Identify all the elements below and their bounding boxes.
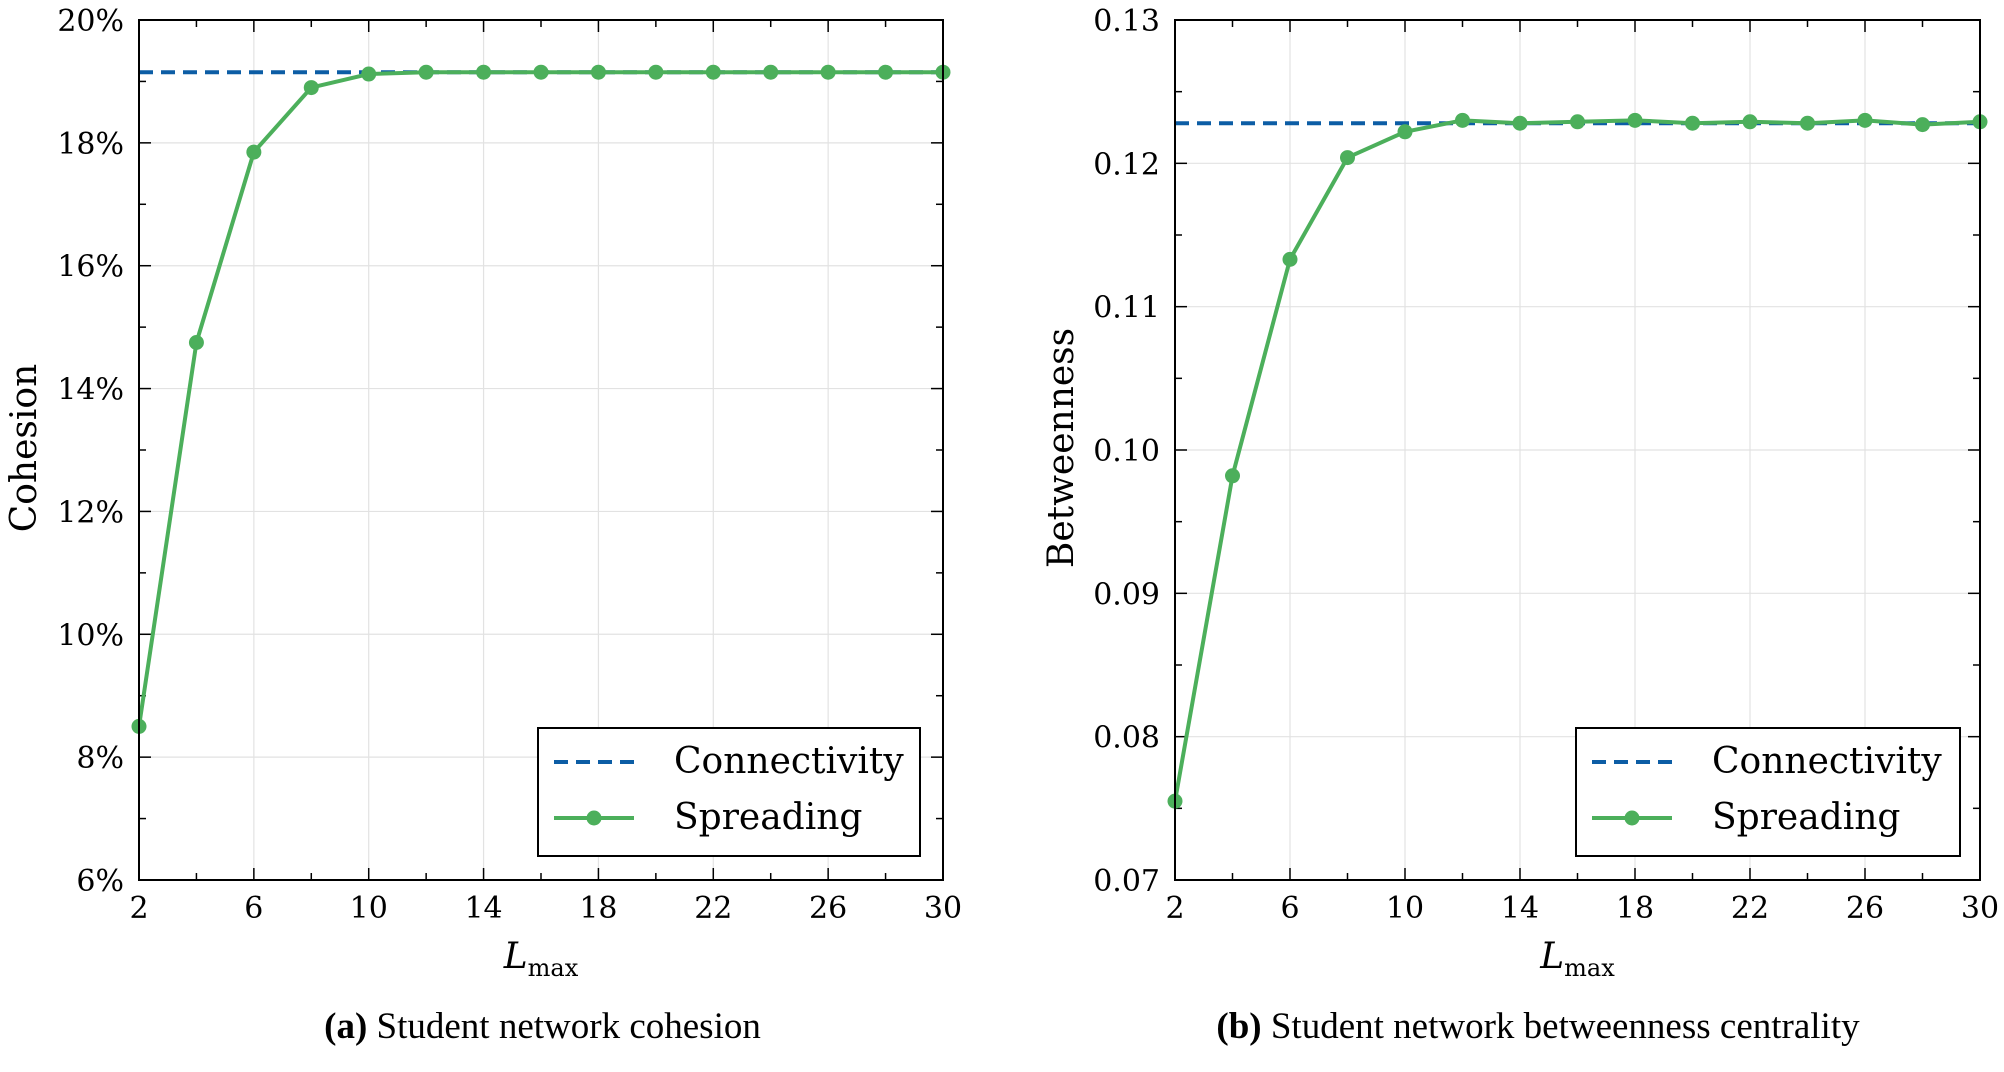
legend-label-connectivity: Connectivity: [674, 741, 904, 782]
x-tick-label: 6: [244, 891, 263, 926]
y-tick-label: 6%: [76, 864, 124, 899]
series-point-spreading: [1742, 114, 1758, 130]
x-tick-label: 14: [464, 891, 502, 926]
caption-a: (a) Student network cohesion: [140, 1005, 945, 1048]
y-tick-label: 0.08: [1093, 721, 1160, 756]
legend: Connectivity Spreading: [1575, 727, 1961, 857]
caption-b-text: Student network betweenness centrality: [1270, 1006, 1860, 1047]
x-axis-label-main: L: [1539, 936, 1564, 977]
series-point-spreading: [1340, 150, 1355, 166]
series-point-spreading: [476, 64, 492, 80]
series-point-spreading: [1915, 117, 1930, 133]
chart-betweenness: 2 6 10 14 18 22 26 300.070.080.090.100.110.120.…: [1041, 4, 1999, 982]
x-tick-label: 26: [809, 891, 847, 926]
y-axis-label: Cohesion: [4, 364, 45, 533]
series-point-spreading: [418, 64, 434, 80]
y-tick-label: 20%: [57, 4, 124, 39]
y-tick-label: 18%: [57, 127, 124, 162]
series-point-spreading: [246, 144, 262, 160]
series-point-spreading: [820, 64, 836, 80]
plot-frame: [138, 19, 944, 881]
series-point-spreading: [1397, 124, 1413, 140]
series-point-spreading: [1512, 115, 1528, 131]
y-tick-label: 14%: [57, 373, 124, 408]
y-axis-label: Betweenness: [1041, 328, 1082, 568]
y-tick-label: 0.07: [1093, 864, 1160, 899]
legend-label-spreading: Spreading: [674, 797, 862, 838]
legend-box: [537, 727, 921, 857]
x-tick-label: 18: [579, 891, 617, 926]
legend-marker-spreading: [1624, 810, 1640, 826]
y-tick-label: 8%: [76, 741, 124, 776]
series-point-spreading: [533, 64, 549, 80]
series-point-spreading: [1282, 251, 1298, 267]
legend-marker-spreading: [586, 810, 602, 826]
series-point-spreading: [705, 64, 721, 80]
x-tick-label: 22: [694, 891, 732, 926]
x-tick-label: 2: [1165, 891, 1184, 926]
x-tick-label: 30: [1961, 891, 1999, 926]
series-point-spreading: [763, 64, 779, 80]
series-point-spreading: [648, 64, 664, 80]
series-point-spreading: [1627, 112, 1643, 128]
series-point-spreading: [303, 80, 319, 96]
x-tick-label: 26: [1846, 891, 1884, 926]
x-axis-label-subscript: max: [1564, 954, 1615, 982]
x-axis-label: Lmax: [503, 936, 579, 982]
x-tick-label: 2: [129, 891, 148, 926]
x-tick-label: 6: [1280, 891, 1299, 926]
y-tick-label: 16%: [57, 250, 124, 285]
y-tick-label: 0.11: [1093, 291, 1160, 326]
series-point-spreading: [361, 66, 377, 82]
legend: Connectivity Spreading: [537, 727, 921, 857]
x-tick-label: 18: [1616, 891, 1654, 926]
x-axis-label: Lmax: [1539, 936, 1615, 982]
series-point-spreading: [878, 64, 894, 80]
caption-b-label: (b): [1216, 1006, 1262, 1047]
chart-cohesion: 2 6 10 14 18 22 26 306%8%10%12%14%16%18%20%Lmax…: [4, 4, 962, 982]
series-point-spreading: [1225, 468, 1240, 484]
x-axis-label-subscript: max: [528, 954, 579, 982]
legend-box: [1575, 727, 1961, 857]
y-tick-label: 0.12: [1093, 147, 1160, 182]
x-tick-label: 14: [1501, 891, 1539, 926]
series-point-spreading: [1800, 115, 1815, 131]
series-line-spreading: [137, 70, 943, 727]
series-point-spreading: [590, 64, 606, 80]
caption-a-text: Student network cohesion: [376, 1006, 761, 1047]
x-tick-label: 10: [1386, 891, 1424, 926]
series-point-spreading: [1570, 114, 1585, 130]
series-point-spreading: [1685, 115, 1700, 131]
caption-b: (b) Student network betweenness centrali…: [1098, 1005, 1978, 1048]
y-tick-label: 0.10: [1093, 434, 1160, 469]
plot-frame: [1174, 19, 1981, 881]
x-axis-label-main: L: [503, 936, 528, 977]
y-tick-label: 10%: [57, 618, 124, 653]
x-tick-label: 30: [924, 891, 962, 926]
legend-label-spreading: Spreading: [1712, 797, 1900, 838]
y-tick-label: 12%: [57, 495, 124, 530]
x-tick-label: 22: [1731, 891, 1769, 926]
series-point-spreading: [1857, 112, 1873, 128]
series-line-spreading: [1173, 118, 1981, 802]
x-tick-label: 10: [350, 891, 388, 926]
y-tick-label: 0.13: [1093, 4, 1160, 39]
y-tick-label: 0.09: [1093, 577, 1160, 612]
caption-a-label: (a): [324, 1006, 368, 1047]
legend-label-connectivity: Connectivity: [1712, 741, 1942, 782]
series-point-spreading: [188, 335, 204, 350]
series-point-spreading: [1455, 112, 1470, 128]
